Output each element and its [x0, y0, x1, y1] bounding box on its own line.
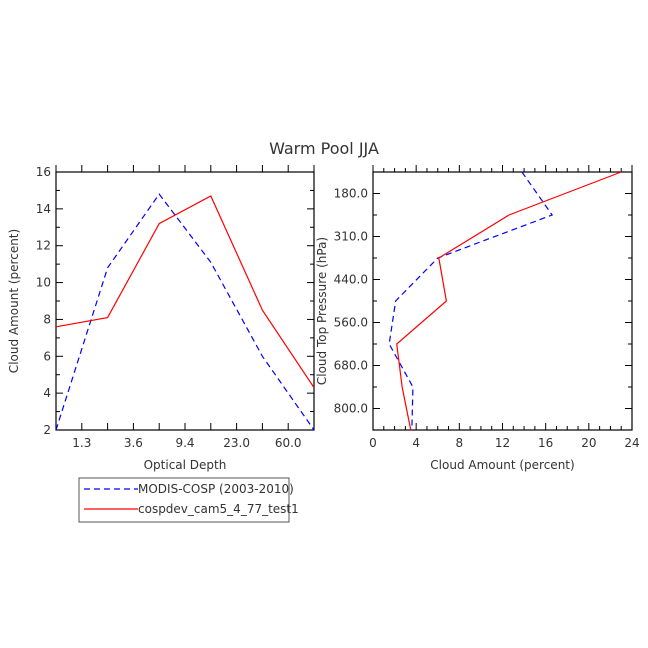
right-plot: 0 4 8 12 16 20 24 180.0 310.0 440.0 560.0 680.0 800.…: [315, 165, 640, 472]
right-y-tick-label: 800.0: [334, 402, 368, 416]
figure-title: Warm Pool JJA: [269, 139, 379, 158]
left-y-axis-title: Cloud Amount (percent): [7, 229, 21, 373]
right-x-tick-label: 8: [456, 436, 464, 450]
right-y-tick-label: 310.0: [334, 230, 368, 244]
left-x-tick-label: 23.0: [223, 436, 250, 450]
left-x-axis-title: Optical Depth: [144, 458, 227, 472]
right-x-tick-label: 20: [581, 436, 596, 450]
left-y-tick-label: 6: [43, 349, 51, 363]
left-plot: 2 4 6 8 10 12 14 16 1.3 3.6 9.4 23.0 60.0 Optical Dep…: [7, 165, 315, 472]
right-x-tick-label: 4: [412, 436, 420, 450]
legend: MODIS-COSP (2003-2010) cospdev_cam5_4_77…: [78, 477, 299, 523]
left-y-tick-label: 16: [36, 165, 51, 179]
legend-label-modis: MODIS-COSP (2003-2010): [138, 482, 294, 496]
left-x-tick-label: 9.4: [175, 436, 194, 450]
left-y-tick-label: 14: [36, 202, 51, 216]
left-y-tick-label: 10: [36, 276, 51, 290]
right-y-axis-title: Cloud Top Pressure (hPa): [315, 237, 329, 385]
legend-label-cam: cospdev_cam5_4_77_test1: [138, 502, 299, 516]
right-y-tick-label: 560.0: [334, 316, 368, 330]
right-y-tick-label: 440.0: [334, 273, 368, 287]
left-y-tick-label: 12: [36, 239, 51, 253]
left-y-tick-label: 4: [43, 386, 51, 400]
right-y-tick-label: 180.0: [334, 187, 368, 201]
left-series-modis-line: [55, 193, 315, 431]
right-x-tick-label: 24: [624, 436, 639, 450]
left-x-tick-label: 3.6: [124, 436, 143, 450]
left-x-tick-label: 1.3: [72, 436, 91, 450]
legend-box: [78, 477, 290, 523]
left-x-tick-label: 60.0: [275, 436, 302, 450]
right-series-cam-line: [396, 171, 622, 431]
left-y-tick-label: 8: [43, 312, 51, 326]
left-y-tick-label: 2: [43, 423, 51, 437]
right-series-modis-line: [388, 171, 554, 431]
right-y-tick-label: 680.0: [334, 359, 368, 373]
right-x-axis-title: Cloud Amount (percent): [430, 458, 574, 472]
right-x-tick-label: 0: [369, 436, 377, 450]
right-x-tick-label: 16: [538, 436, 553, 450]
left-series-cam-line: [55, 195, 315, 388]
right-x-tick-label: 12: [495, 436, 510, 450]
